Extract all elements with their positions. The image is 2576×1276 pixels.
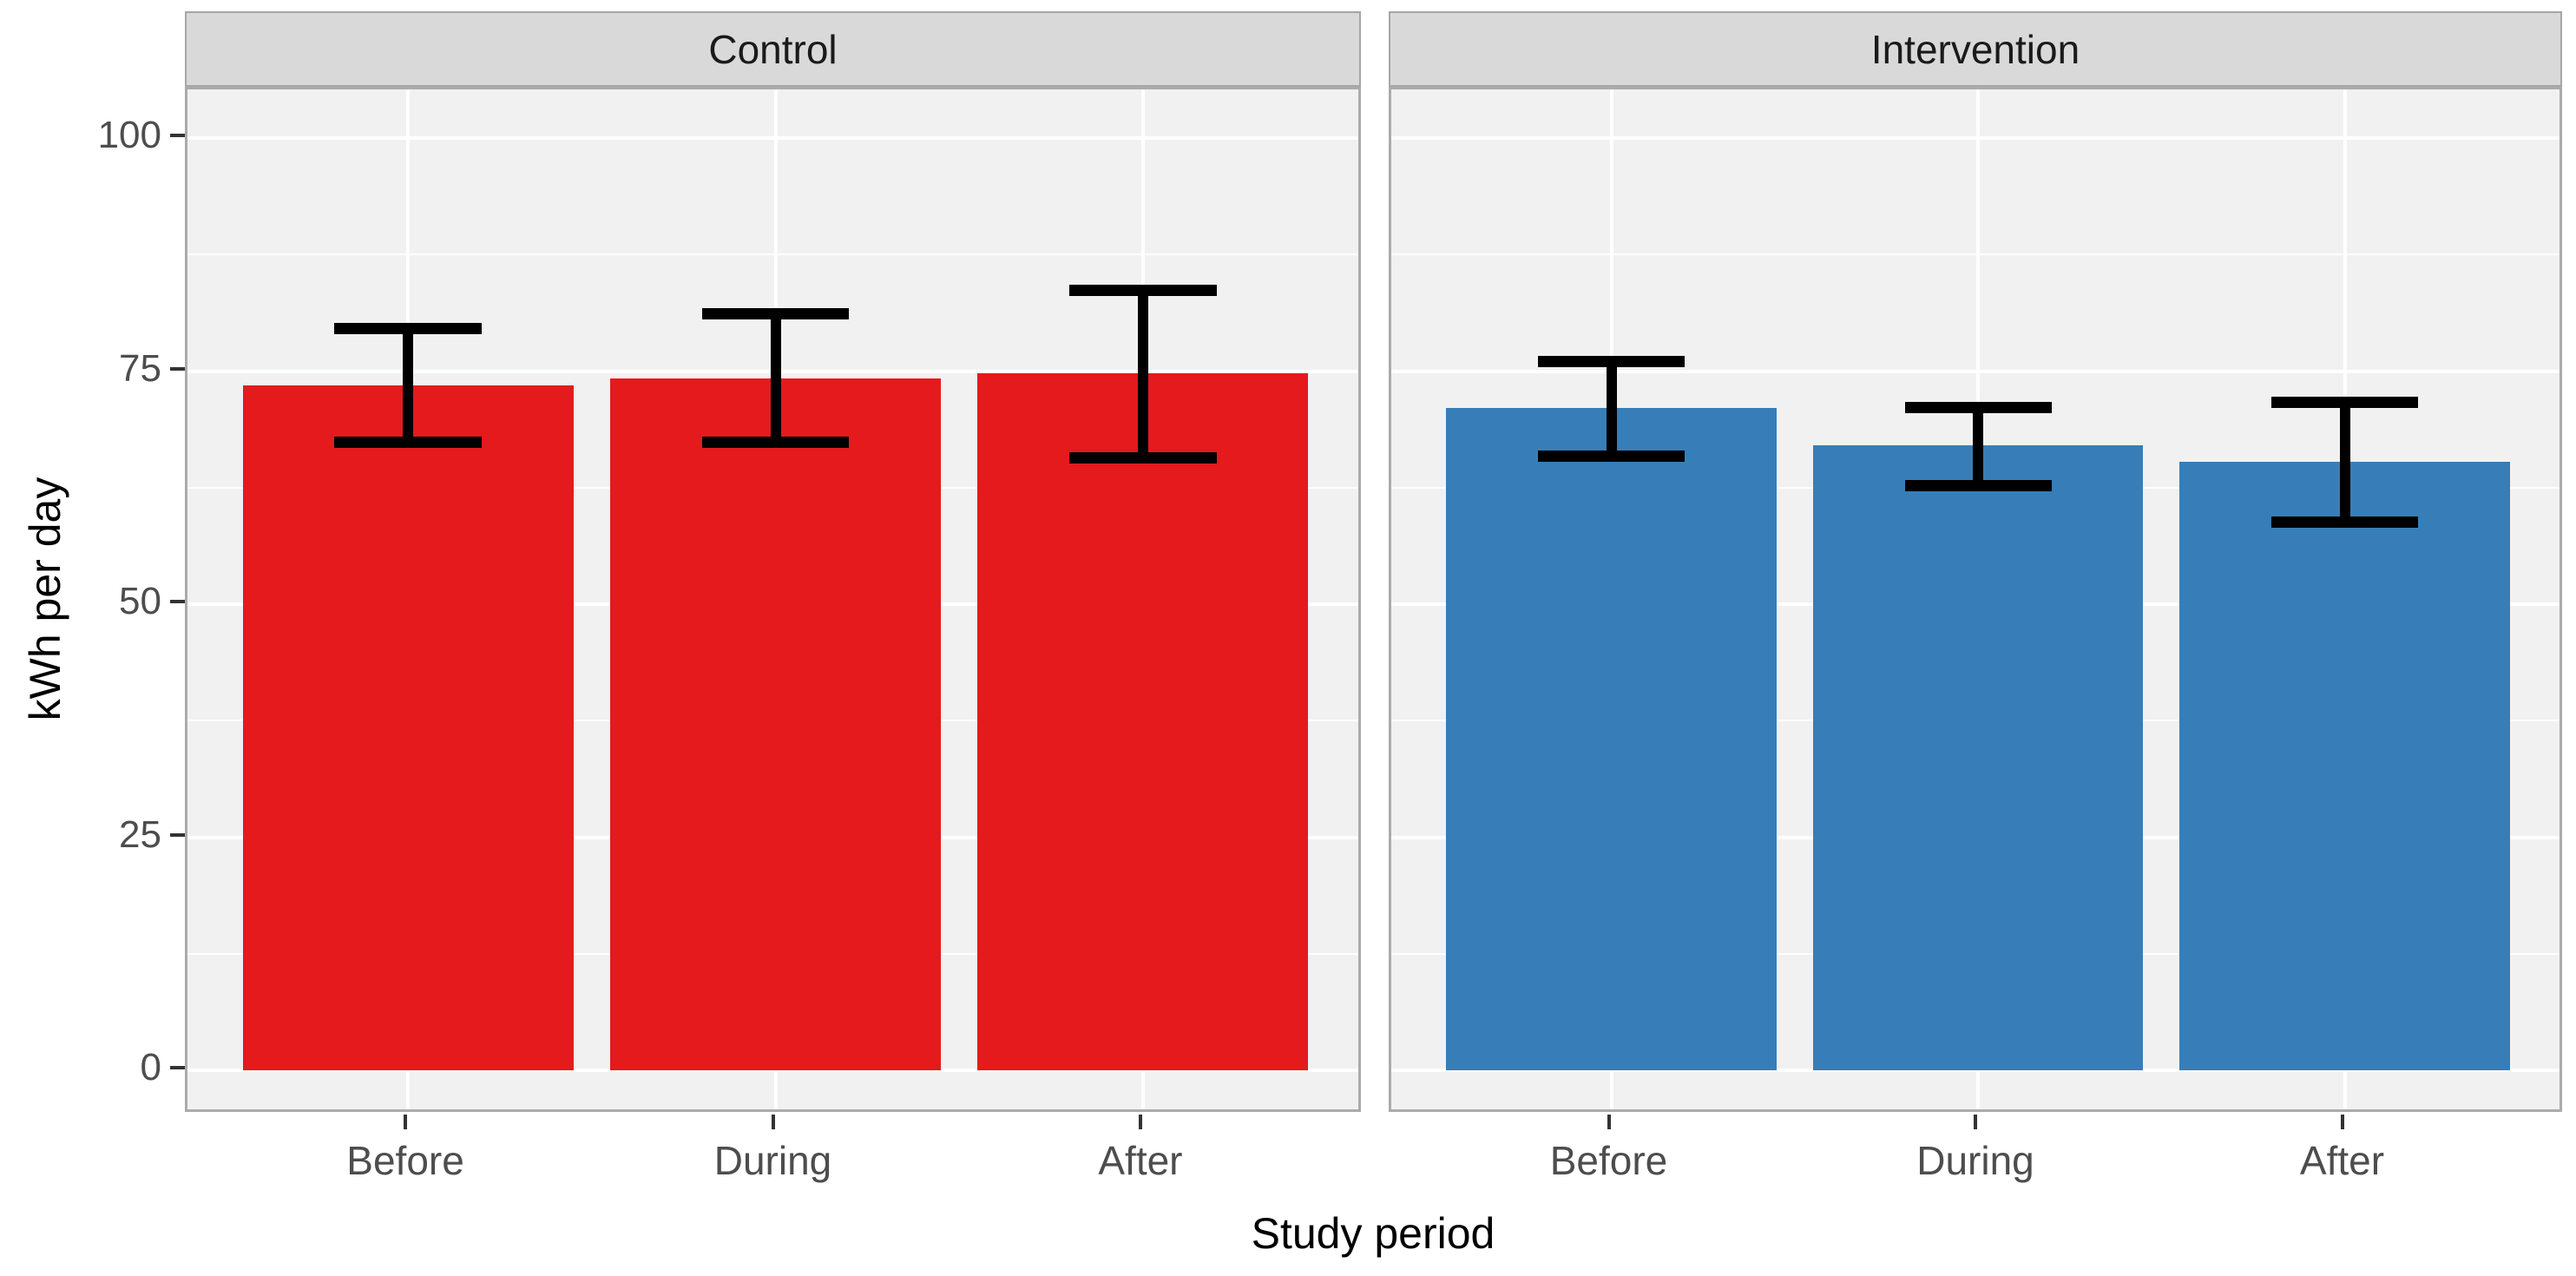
facet-strip: Intervention bbox=[1389, 11, 2562, 87]
x-axis-title: Study period bbox=[1251, 1209, 1495, 1258]
bar-control-before bbox=[242, 385, 574, 1070]
error-bar-cap-bottom bbox=[701, 437, 850, 449]
x-axis-tick bbox=[1138, 1115, 1142, 1129]
bar-intervention-after bbox=[2179, 461, 2510, 1070]
bar-intervention-during bbox=[1812, 445, 2144, 1070]
error-bar-line bbox=[1137, 290, 1148, 458]
x-axis-tick bbox=[2340, 1115, 2344, 1129]
error-bar-line bbox=[2339, 401, 2350, 523]
error-bar-cap-top bbox=[1069, 285, 1217, 297]
error-bar-cap-bottom bbox=[1538, 451, 1685, 463]
y-axis-tick-label: 75 bbox=[119, 346, 161, 390]
y-axis-tick bbox=[170, 832, 185, 837]
facet-strip-label: Intervention bbox=[1870, 26, 2080, 72]
x-axis-tick bbox=[1607, 1115, 1611, 1129]
error-bar-cap-top bbox=[701, 307, 850, 319]
x-axis-tick bbox=[404, 1115, 408, 1129]
facet-panel bbox=[1389, 87, 2562, 1112]
minor-gridline bbox=[1391, 253, 2560, 256]
facet-strip-label: Control bbox=[708, 26, 838, 72]
y-axis-tick-label: 50 bbox=[119, 580, 161, 622]
error-bar-line bbox=[403, 328, 414, 443]
x-axis-tick-label: After bbox=[1098, 1138, 1183, 1183]
bar-control-after bbox=[977, 372, 1309, 1070]
error-bar-cap-bottom bbox=[1069, 452, 1217, 464]
error-bar-line bbox=[1606, 360, 1617, 457]
error-bar-line bbox=[1973, 407, 1983, 485]
error-bar-cap-top bbox=[334, 323, 482, 335]
error-bar-cap-bottom bbox=[2271, 516, 2418, 529]
error-bar-cap-top bbox=[1904, 402, 2052, 414]
major-gridline bbox=[1391, 369, 2560, 373]
error-bar-line bbox=[770, 312, 781, 443]
y-axis-tick-label: 25 bbox=[119, 812, 161, 856]
x-axis-tick-label: During bbox=[713, 1138, 832, 1183]
error-bar-cap-bottom bbox=[1904, 479, 2052, 491]
x-axis-tick-label: During bbox=[1916, 1138, 2034, 1183]
bar-control-during bbox=[609, 378, 942, 1070]
y-axis-tick bbox=[170, 366, 185, 371]
x-axis-tick-label: After bbox=[2299, 1138, 2385, 1183]
major-gridline bbox=[187, 136, 1358, 140]
y-axis-tick bbox=[170, 134, 185, 137]
error-bar-cap-bottom bbox=[334, 437, 482, 449]
minor-gridline bbox=[187, 253, 1358, 256]
bar-intervention-before bbox=[1446, 408, 1777, 1070]
facet-strip: Control bbox=[185, 11, 1361, 87]
error-bar-cap-top bbox=[1538, 355, 1685, 367]
y-axis-tick-label: 0 bbox=[140, 1046, 161, 1089]
major-gridline bbox=[1391, 136, 2560, 140]
x-axis-tick bbox=[1974, 1115, 1977, 1129]
y-axis-tick bbox=[170, 600, 185, 603]
y-axis-tick-label: 100 bbox=[97, 114, 161, 156]
x-axis-tick bbox=[771, 1115, 775, 1129]
major-gridline bbox=[1391, 1069, 2560, 1072]
major-gridline bbox=[187, 1069, 1358, 1072]
error-bar-cap-top bbox=[2271, 396, 2418, 408]
x-axis-tick-label: Before bbox=[1549, 1138, 1668, 1183]
facet-panel bbox=[185, 87, 1361, 1112]
y-axis-tick bbox=[170, 1066, 185, 1069]
x-axis-tick-label: Before bbox=[346, 1138, 464, 1183]
